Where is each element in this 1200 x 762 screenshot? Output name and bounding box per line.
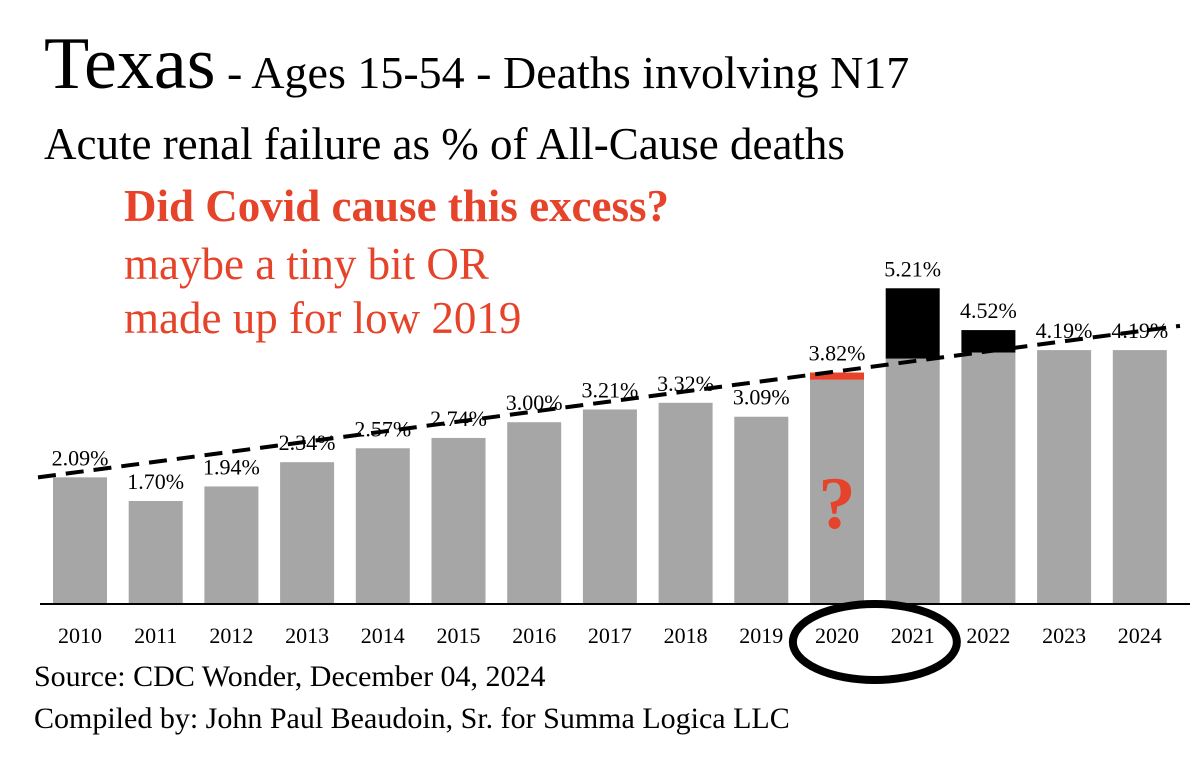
trend-line [37, 323, 1181, 480]
annotation-line-2: maybe a tiny bit OR [124, 239, 489, 289]
x-tick-label: 2014 [361, 623, 405, 648]
bar [961, 352, 1016, 604]
bar [1112, 350, 1167, 604]
data-label: 3.00% [506, 390, 563, 415]
bar [810, 379, 864, 604]
bar [280, 462, 335, 604]
data-label: 3.82% [809, 341, 866, 366]
x-tick-label: 2021 [891, 623, 935, 648]
source-note: Source: CDC Wonder, December 04, 2024 [34, 660, 546, 693]
x-tick-label: 2019 [739, 623, 783, 648]
bar [128, 500, 183, 604]
bar [355, 448, 410, 604]
bar [885, 358, 940, 604]
data-label: 1.70% [127, 469, 184, 494]
x-tick-label: 2016 [512, 623, 556, 648]
x-tick-label: 2012 [209, 623, 253, 648]
data-label: 2.09% [52, 445, 109, 470]
data-label: 4.52% [960, 298, 1017, 323]
title-description: - Ages 15-54 - Deaths involving N17 [215, 47, 910, 98]
data-label: 4.19% [1036, 318, 1093, 343]
data-label: 3.32% [657, 371, 714, 396]
x-tick-label: 2011 [134, 623, 177, 648]
x-tick-label: 2017 [588, 623, 632, 648]
bar [431, 437, 486, 604]
bar [582, 409, 637, 604]
data-label: 3.09% [733, 385, 790, 410]
compiled-by-note: Compiled by: John Paul Beaudoin, Sr. for… [34, 702, 790, 735]
x-tick-label: 2022 [966, 623, 1010, 648]
bar [507, 422, 562, 604]
bar [53, 477, 107, 604]
chart-title: Texas - Ages 15-54 - Deaths involving N1… [44, 22, 909, 107]
annotation-line-3: made up for low 2019 [124, 293, 522, 343]
x-tick-label: 2024 [1118, 623, 1162, 648]
annotation-question: Did Covid cause this excess? [124, 181, 670, 231]
chart-subtitle: Acute renal failure as % of All-Cause de… [44, 119, 845, 169]
data-label: 1.94% [203, 454, 260, 479]
data-label: 2.34% [279, 430, 336, 455]
x-tick-label: 2018 [664, 623, 708, 648]
excess-segment [961, 330, 1016, 353]
x-tick-label: 2023 [1042, 623, 1086, 648]
x-tick-label: 2015 [437, 623, 481, 648]
bar [1037, 350, 1092, 604]
x-tick-label: 2010 [58, 623, 102, 648]
excess-segment [810, 372, 864, 380]
question-mark: ? [819, 463, 856, 545]
highlight-ellipse [788, 600, 961, 684]
bar [204, 486, 259, 604]
data-label: 4.19% [1111, 318, 1168, 343]
bar [734, 416, 789, 604]
excess-segment [885, 288, 940, 359]
data-label: 2.74% [430, 406, 487, 431]
data-label: 5.21% [884, 256, 941, 281]
data-label: 3.21% [581, 377, 638, 402]
x-tick-label: 2013 [285, 623, 329, 648]
title-state: Texas [44, 23, 216, 105]
data-label: 2.57% [354, 416, 411, 441]
x-tick-label: 2020 [815, 623, 859, 648]
bar [658, 402, 713, 604]
